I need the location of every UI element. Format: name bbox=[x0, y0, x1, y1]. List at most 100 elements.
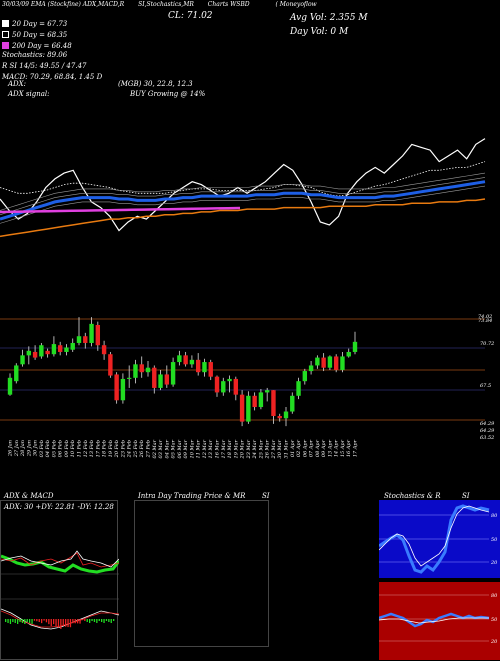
macd-hist-bar bbox=[26, 619, 28, 622]
candle-body bbox=[183, 355, 188, 365]
ema-ribbon-line bbox=[0, 177, 486, 216]
candle-body bbox=[126, 377, 132, 379]
x-tick-label: 24 Feb bbox=[127, 440, 133, 458]
macd-hist-bar bbox=[67, 619, 69, 628]
x-tick-label: 23 Mar bbox=[246, 439, 252, 459]
candle-body bbox=[208, 362, 213, 377]
candle-body bbox=[233, 378, 239, 395]
ema-ribbon-line bbox=[0, 172, 486, 211]
macd-hist-bar bbox=[38, 619, 40, 623]
macd-hist-bar bbox=[31, 619, 33, 624]
y-tick-5: 63.52 bbox=[480, 435, 494, 441]
macd-hist-bar bbox=[7, 619, 9, 623]
legend-rsi: R SI 14/5: 49.55 / 47.47 bbox=[2, 62, 87, 70]
y-tick-top-1: 74.02 bbox=[478, 314, 492, 320]
rsi-tick-80: 80 bbox=[491, 593, 498, 599]
adx-signal-label: ADX signal: bbox=[8, 90, 50, 98]
x-tick-label: 27 Jan bbox=[14, 440, 20, 457]
macd-hist-bar bbox=[108, 619, 110, 622]
x-tick-label: 23 Feb bbox=[120, 440, 126, 458]
header-date: 30/03/09 bbox=[2, 1, 29, 8]
candle-body bbox=[89, 323, 94, 343]
adx-macd-panel: ADX: 30 +DY: 22.81 -DY: 12.28 bbox=[0, 500, 119, 660]
candle-body bbox=[296, 381, 301, 396]
magenta-ma-line bbox=[0, 206, 241, 214]
macd-hist-bar bbox=[103, 619, 105, 623]
x-tick-label: 03 Feb bbox=[39, 440, 45, 457]
macd-hist-bar bbox=[113, 619, 115, 621]
candle-body bbox=[45, 350, 50, 355]
x-tick-label: 10 Mar bbox=[189, 439, 195, 458]
candle-body bbox=[346, 351, 351, 357]
x-tick-label: 28 Jan bbox=[20, 440, 26, 457]
candle-body bbox=[202, 362, 207, 373]
y-tick-2: 67.5 bbox=[480, 383, 491, 389]
x-tick-label: 17 Apr bbox=[353, 439, 359, 457]
x-tick-label: 19 Mar bbox=[233, 439, 239, 458]
macd-hist-bar bbox=[84, 619, 86, 621]
candle-body bbox=[239, 394, 245, 422]
x-tick-label: 26 Jan bbox=[8, 440, 14, 457]
x-tick-label: 29 Jan bbox=[26, 440, 32, 457]
macd-hist-bar bbox=[60, 619, 62, 629]
macd-hist-bar bbox=[43, 619, 45, 621]
macd-hist-bar bbox=[65, 619, 67, 627]
candle-body bbox=[32, 351, 38, 358]
candle-body bbox=[108, 354, 113, 376]
x-tick-label: 06 Apr bbox=[302, 439, 308, 457]
macd-hist-bar bbox=[98, 619, 100, 621]
adx-plus-line bbox=[1, 554, 119, 574]
macd-hist-bar bbox=[91, 619, 93, 621]
candle-body bbox=[7, 377, 13, 395]
x-tick-label: 18 Feb bbox=[102, 440, 108, 457]
candle-body bbox=[39, 345, 44, 357]
stoch-suffix: SI bbox=[462, 492, 470, 500]
macd-hist-bar bbox=[72, 619, 74, 624]
macd-hist-bar bbox=[77, 619, 79, 624]
header-strip: 30/03/09 EMA (Stockfine) ADX,MACD,R SI,S… bbox=[2, 1, 317, 8]
candle-body bbox=[114, 374, 119, 401]
x-tick-label: 05 Feb bbox=[51, 440, 57, 457]
x-tick-label: 25 Mar bbox=[258, 439, 264, 459]
x-tick-label: 12 Feb bbox=[83, 440, 89, 457]
x-tick-label: 15 Apr bbox=[340, 439, 346, 457]
header-ema: EMA bbox=[30, 1, 46, 8]
candle-body bbox=[252, 395, 257, 408]
legend-ema20: 20 Day = 67.73 bbox=[12, 19, 68, 28]
macd-hist-bar bbox=[81, 619, 84, 621]
adx-label: ADX: bbox=[8, 80, 27, 88]
x-tick-label: 30 Mar bbox=[277, 439, 283, 458]
candlestick-chart: 74.02 73.84 70.72 67.5 64.29 64.29 63.52… bbox=[0, 314, 495, 459]
candle-body bbox=[308, 365, 314, 372]
candle-body bbox=[258, 392, 264, 408]
y-tick-4: 64.29 bbox=[480, 428, 495, 434]
stoch-rsi-svg: 80 50 20 80 50 20 bbox=[379, 500, 500, 660]
stoch-tick-50: 50 bbox=[491, 537, 498, 543]
stoch-tick-80: 80 bbox=[491, 513, 498, 519]
legend-ema200-swatch bbox=[2, 42, 9, 49]
macd-hist-bar bbox=[53, 619, 55, 625]
x-tick-label: 09 Feb bbox=[64, 440, 70, 457]
candle-body bbox=[333, 356, 339, 370]
series-20-day bbox=[0, 161, 486, 197]
intraday-suffix: SI bbox=[262, 492, 270, 500]
adx-annotation: ADX: 30 +DY: 22.81 -DY: 12.28 bbox=[4, 503, 114, 511]
candle-body bbox=[277, 416, 282, 419]
legend-ema50-swatch bbox=[2, 31, 9, 38]
macd-hist-bar bbox=[14, 619, 16, 623]
macd-hist-bar bbox=[93, 619, 96, 622]
x-tick-label: 26 Feb bbox=[139, 440, 145, 458]
candle-body bbox=[283, 411, 289, 419]
x-tick-label: 24 Mar bbox=[252, 439, 258, 459]
series-200-day bbox=[0, 198, 486, 238]
x-tick-label: 09 Apr bbox=[321, 439, 327, 457]
x-tick-label: 25 Feb bbox=[133, 440, 139, 458]
macd-hist-bar bbox=[24, 619, 26, 624]
macd-hist-bar bbox=[48, 619, 50, 625]
day-volume: Day Vol: 0 M bbox=[290, 27, 349, 37]
x-tick-label: 13 Mar bbox=[208, 439, 214, 458]
candle-body bbox=[177, 355, 182, 363]
macd-hist-bar bbox=[62, 619, 64, 626]
candle-body bbox=[271, 390, 276, 417]
candle-body bbox=[321, 357, 326, 368]
